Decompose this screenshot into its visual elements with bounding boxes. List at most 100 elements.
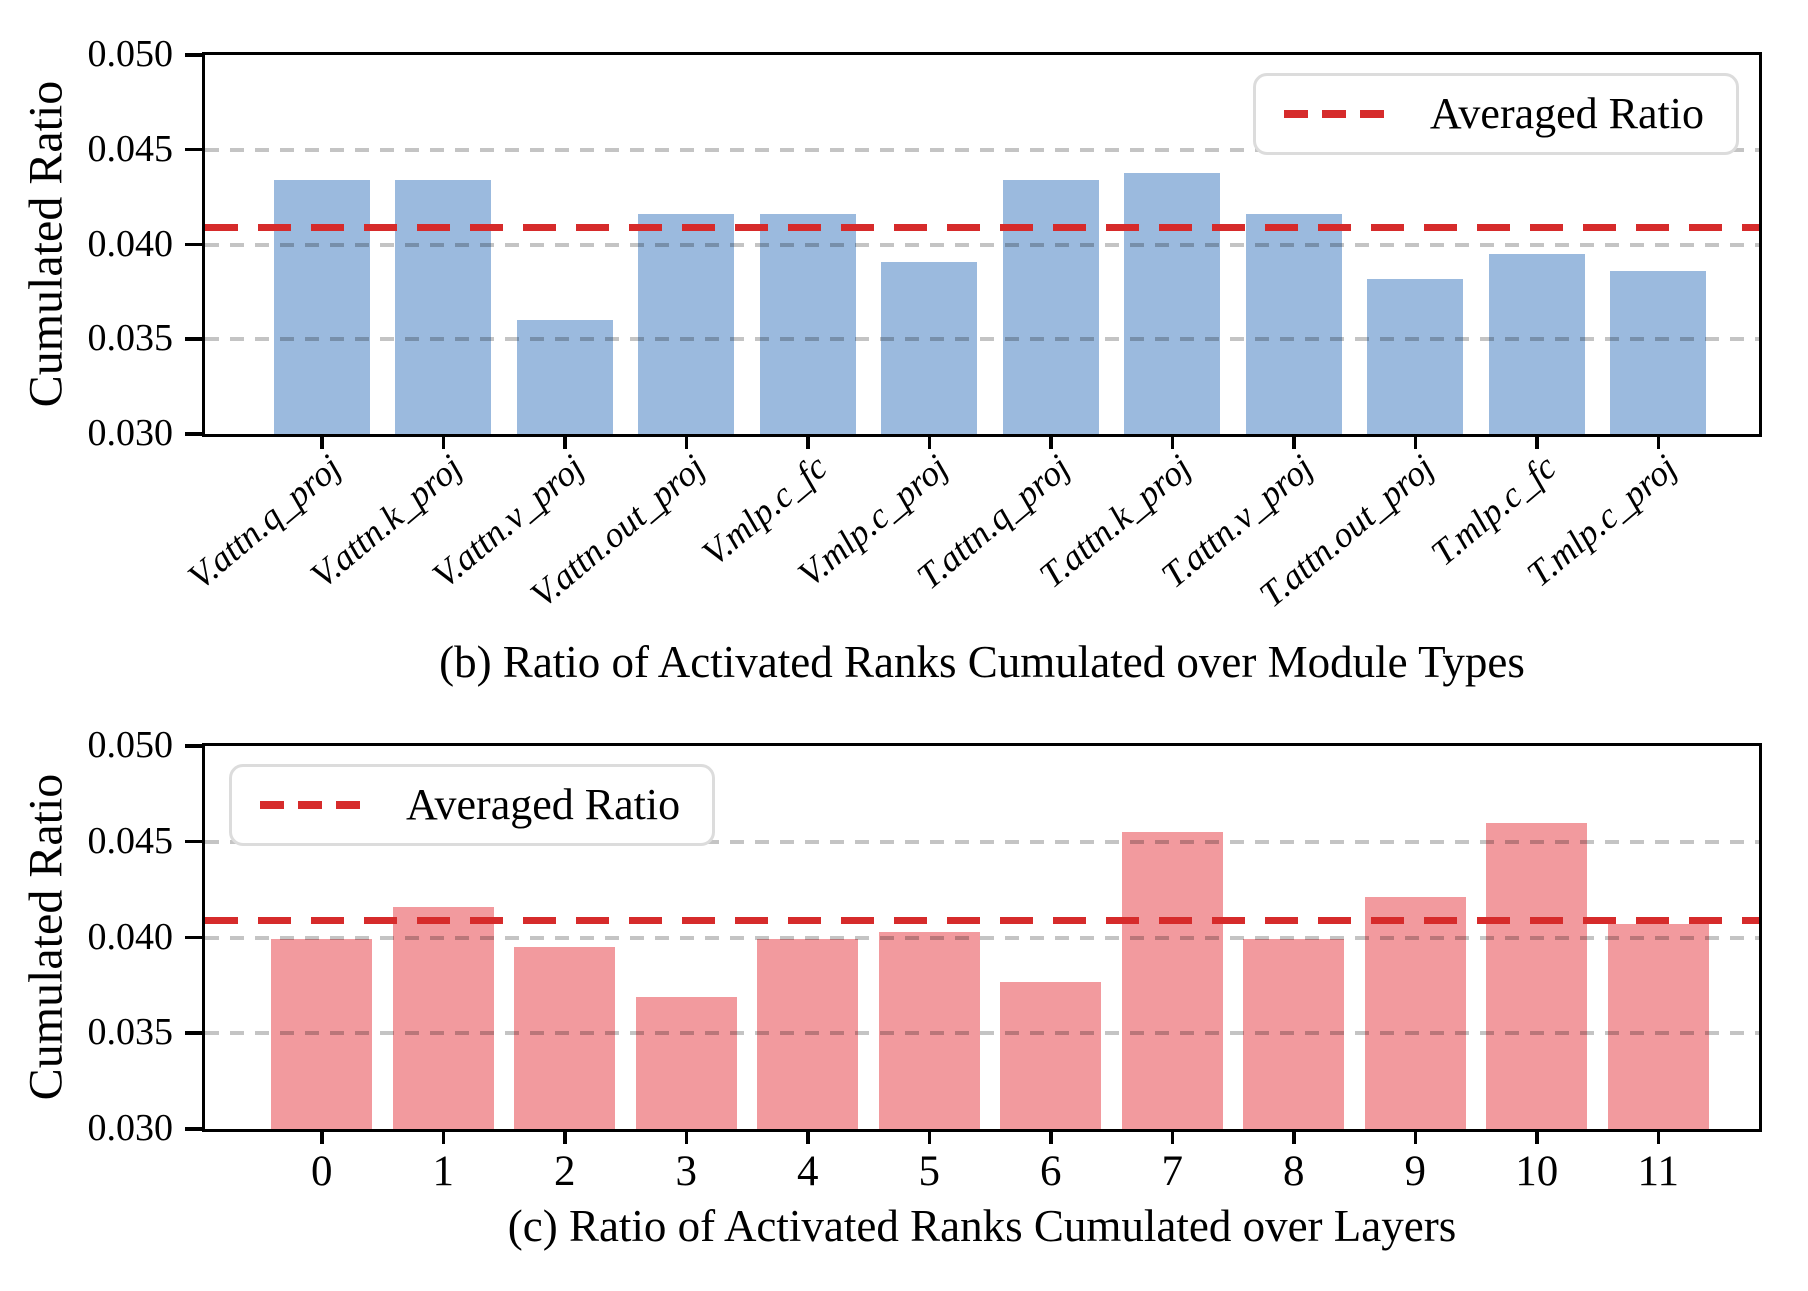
bar-row-b: [261, 55, 1719, 434]
legend-c: Averaged Ratio: [229, 764, 716, 846]
bar-b-V.attn.out_proj: [638, 214, 735, 434]
y-tick-label: 0.045: [87, 127, 174, 170]
gridline: [205, 1031, 1759, 1036]
x-tick-mark: [927, 1129, 931, 1144]
bar-b-T.attn.k_proj: [1124, 172, 1221, 434]
x-ticks-c: [261, 1129, 1719, 1146]
x-tick-mark: [1656, 1129, 1660, 1144]
legend-label-c: Averaged Ratio: [406, 780, 681, 829]
x-tick-mark: [1170, 1129, 1174, 1144]
bar-b-T.attn.q_proj: [1002, 180, 1099, 434]
bar-b-T.mlp.c_fc: [1488, 253, 1585, 434]
bar-b-T.attn.v_proj: [1245, 214, 1342, 434]
x-tick-mark: [1049, 434, 1053, 449]
bar-c-3: [635, 996, 737, 1129]
y-tick-label: 0.045: [87, 819, 174, 862]
plot-area-c: Averaged Ratio 0 1 2 3 4 5 6 7 8 9 10 11 0.030 0.035…: [88, 724, 1762, 1195]
x-tick-mark: [1413, 434, 1417, 449]
y-tick-label: 0.050: [87, 724, 174, 766]
x-tick-label: 5: [918, 1148, 941, 1195]
x-tick-mark: [441, 1129, 445, 1144]
bar-b-T.attn.out_proj: [1367, 278, 1464, 434]
bar-c-1: [392, 906, 494, 1129]
x-tick-mark: [806, 434, 810, 449]
bar-c-7: [1121, 832, 1223, 1129]
x-tick-mark: [563, 434, 567, 449]
gridline: [205, 337, 1759, 342]
y-tick-mark: [185, 839, 205, 844]
x-tick-mark: [1292, 434, 1296, 449]
y-tick-mark: [185, 935, 205, 939]
y-tick-label: 0.035: [87, 1011, 174, 1054]
x-labels-c: 0 1 2 3 4 5 6 7 8 9 10 11: [261, 1147, 1719, 1196]
averaged-ratio-line-b: [205, 224, 1759, 232]
x-labels-b: V.attn.q_proj V.attn.k_proj V.attn.v_proj V…: [180, 434, 1719, 664]
bar-c-6: [1000, 981, 1102, 1129]
averaged-ratio-line-sample-b: [1283, 110, 1392, 118]
y-tick-mark: [185, 147, 205, 152]
x-tick-mark: [1413, 1129, 1417, 1144]
x-tick-label: 1: [432, 1148, 455, 1195]
y-tick-label: 0.030: [87, 412, 174, 454]
y-tick-label: 0.040: [87, 915, 174, 958]
x-tick-label: 4: [797, 1148, 819, 1195]
x-tick-mark: [1049, 1129, 1053, 1144]
bar-b-V.attn.k_proj: [395, 180, 492, 434]
x-tick-label: 9: [1404, 1148, 1427, 1195]
averaged-ratio-line-c: [205, 917, 1759, 925]
x-tick-label: 11: [1637, 1148, 1679, 1195]
plot-area-b: Averaged Ratio V.attn.q_proj V.attn.k_pro…: [88, 33, 1762, 615]
y-tick-label: 0.040: [87, 222, 174, 265]
x-tick-mark: [320, 1129, 324, 1144]
caption-c: (c) Ratio of Activated Ranks Cumulated o…: [507, 1201, 1457, 1251]
x-tick-mark: [806, 1129, 810, 1144]
y-tick-mark: [185, 53, 205, 57]
bar-c-9: [1364, 897, 1466, 1129]
x-tick-mark: [1535, 434, 1539, 449]
x-tick-label: 2: [554, 1148, 576, 1195]
y-tick-label: 0.050: [87, 33, 174, 75]
x-tick-mark: [1656, 434, 1660, 449]
x-tick-mark: [1292, 1129, 1296, 1144]
y-tick-label: 0.035: [87, 317, 174, 360]
y-tick-mark: [185, 432, 205, 436]
x-tick-mark: [441, 434, 445, 449]
y-tick-mark: [185, 1127, 205, 1131]
gridline: [205, 242, 1759, 247]
x-tick-label: 10: [1515, 1148, 1559, 1195]
gridline: [205, 935, 1759, 940]
bar-c-5: [878, 931, 980, 1129]
y-tick-mark: [185, 337, 205, 341]
y-tick-label: 0.030: [87, 1107, 174, 1149]
caption-b: (b) Ratio of Activated Ranks Cumulated o…: [439, 637, 1525, 687]
bar-b-V.mlp.c_fc: [759, 214, 856, 434]
x-tick-mark: [1170, 434, 1174, 449]
legend-label-b: Averaged Ratio: [1429, 89, 1704, 138]
x-tick-mark: [927, 434, 931, 449]
x-tick-label: 7: [1161, 1148, 1184, 1195]
y-tick-mark: [185, 242, 205, 246]
bar-c-10: [1486, 822, 1588, 1129]
bar-b-V.attn.q_proj: [273, 180, 370, 434]
x-tick-mark: [320, 434, 324, 449]
y-tick-mark: [185, 744, 205, 748]
bar-c-2: [514, 947, 616, 1129]
gridline: [205, 839, 1759, 844]
bar-c-11: [1607, 924, 1709, 1129]
x-tick-label: 3: [675, 1148, 698, 1195]
x-tick-label: 6: [1040, 1148, 1062, 1195]
x-tick-mark: [1535, 1129, 1539, 1144]
averaged-ratio-line-sample-c: [260, 801, 368, 809]
y-tick-mark: [185, 1031, 205, 1035]
bar-b-V.mlp.c_proj: [881, 261, 978, 434]
x-tick-mark: [684, 1129, 688, 1144]
bar-b-T.mlp.c_proj: [1610, 271, 1707, 434]
x-tick-mark: [563, 1129, 567, 1144]
legend-b: Averaged Ratio: [1252, 73, 1739, 155]
x-tick-label: 8: [1283, 1148, 1305, 1195]
x-tick-mark: [684, 434, 688, 449]
x-ticks-b: [261, 434, 1719, 451]
x-tick-label: 0: [311, 1148, 333, 1195]
gridline: [205, 147, 1759, 152]
